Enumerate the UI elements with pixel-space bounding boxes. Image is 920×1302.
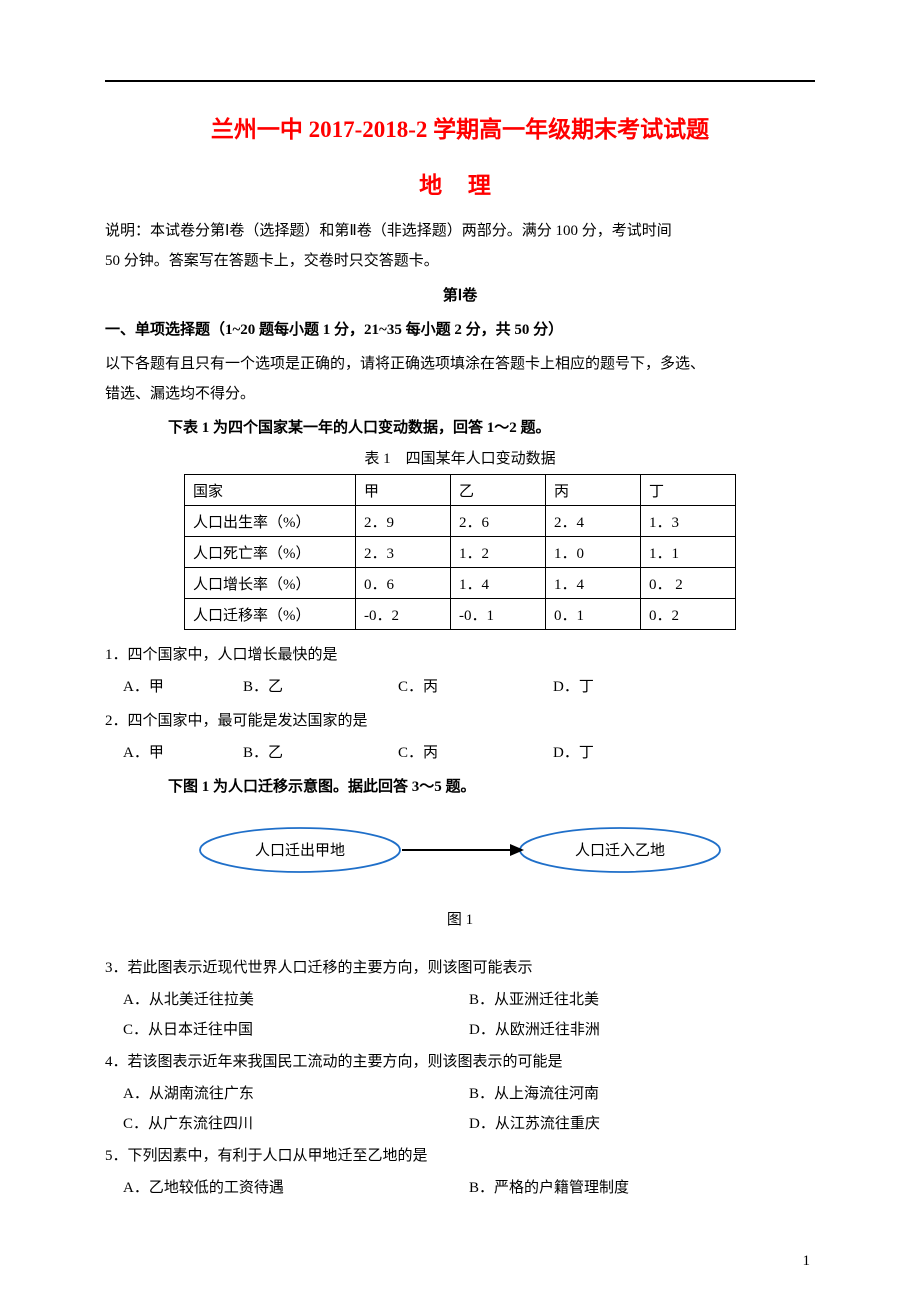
section-1-rule: 一、单项选择题（1~20 题每小题 1 分，21~35 每小题 2 分，共 50… (105, 315, 815, 345)
option: B．从上海流往河南 (469, 1079, 815, 1109)
option: C．从日本迁往中国 (123, 1015, 469, 1045)
table-1-cell: 1．1 (641, 537, 736, 568)
q5-options: A．乙地较低的工资待遇 B．严格的户籍管理制度 (105, 1173, 815, 1203)
table-1-cell: 2．4 (546, 506, 641, 537)
exam-title-sub: 地 理 (105, 166, 815, 200)
option: B．乙 (243, 672, 398, 702)
table-1-cell: 1．0 (546, 537, 641, 568)
option: D．从江苏流往重庆 (469, 1109, 815, 1139)
table-1-cell: 1．4 (451, 568, 546, 599)
option: A．甲 (123, 738, 243, 768)
table-1-cell: 人口出生率（%） (185, 506, 356, 537)
q5-stem: 5．下列因素中，有利于人口从甲地迁至乙地的是 (105, 1141, 815, 1171)
option: C．丙 (398, 738, 553, 768)
q4-stem: 4．若该图表示近年来我国民工流动的主要方向，则该图表示的可能是 (105, 1047, 815, 1077)
option: D．从欧洲迁往非洲 (469, 1015, 815, 1045)
option: A．从北美迁往拉美 (123, 985, 469, 1015)
option: B．乙 (243, 738, 398, 768)
table-1: 国家甲乙丙丁人口出生率（%）2．92．62．41．3 人口死亡率（%）2．31．2… (184, 474, 736, 630)
q3-options: A．从北美迁往拉美C．从日本迁往中国 B．从亚洲迁往北美D．从欧洲迁往非洲 (105, 985, 815, 1045)
q4-options: A．从湖南流往广东C．从广东流往四川 B．从上海流往河南D．从江苏流往重庆 (105, 1079, 815, 1139)
table-1-cell: 1．4 (546, 568, 641, 599)
exam-page: 兰州一中 2017-2018-2 学期高一年级期末考试试题 地 理 说明：本试卷… (0, 0, 920, 1302)
top-rule (105, 80, 815, 82)
section-1-note-1: 以下各题有且只有一个选项是正确的，请将正确选项填涂在答题卡上相应的题号下，多选、 (105, 349, 815, 379)
option: D．丁 (553, 738, 633, 768)
table-1-cell: 2．6 (451, 506, 546, 537)
table-1-cell: 1．2 (451, 537, 546, 568)
table-1-cell: -0．1 (451, 599, 546, 630)
option: D．丁 (553, 672, 633, 702)
instructions-line-1: 说明：本试卷分第Ⅰ卷（选择题）和第Ⅱ卷（非选择题）两部分。满分 100 分，考试… (105, 216, 815, 246)
table-1-cell: 人口迁移率（%） (185, 599, 356, 630)
instructions-line-2: 50 分钟。答案写在答题卡上，交卷时只交答题卡。 (105, 246, 815, 276)
table-1-cell: 2．3 (356, 537, 451, 568)
option: A．从湖南流往广东 (123, 1079, 469, 1109)
option: A．乙地较低的工资待遇 (123, 1173, 469, 1203)
table-1-cell: 人口死亡率（%） (185, 537, 356, 568)
table-1-cell: 2．9 (356, 506, 451, 537)
table-1-cell: 1．3 (641, 506, 736, 537)
table-1-intro: 下表 1 为四个国家某一年的人口变动数据，回答 1～2 题。 (105, 413, 815, 443)
option: B．从亚洲迁往北美 (469, 985, 815, 1015)
q2-options: A．甲B．乙C．丙D．丁 (105, 738, 815, 768)
q1-stem: 1．四个国家中，人口增长最快的是 (105, 640, 815, 670)
table-1-header-cell: 丙 (546, 475, 641, 506)
table-1-header-cell: 甲 (356, 475, 451, 506)
figure-1-caption: 图 1 (105, 908, 815, 929)
fig1-right-label: 人口迁入乙地 (575, 842, 665, 859)
option: A．甲 (123, 672, 243, 702)
table-1-header-cell: 国家 (185, 475, 356, 506)
fig1-left-label: 人口迁出甲地 (255, 842, 345, 859)
option: B．严格的户籍管理制度 (469, 1173, 815, 1203)
table-1-cell: -0．2 (356, 599, 451, 630)
option: C．丙 (398, 672, 553, 702)
table-1-cell: 人口增长率（%） (185, 568, 356, 599)
table-1-header-cell: 乙 (451, 475, 546, 506)
exam-title-main: 兰州一中 2017-2018-2 学期高一年级期末考试试题 (105, 110, 815, 144)
figure-1-diagram: 人口迁出甲地 人口迁入乙地 图 1 (105, 810, 815, 929)
table-1-caption: 表 1 四国某年人口变动数据 (105, 447, 815, 468)
q3-stem: 3．若此图表示近现代世界人口迁移的主要方向，则该图可能表示 (105, 953, 815, 983)
option: C．从广东流往四川 (123, 1109, 469, 1139)
table-1-cell: 0． 2 (641, 568, 736, 599)
figure-1-intro: 下图 1 为人口迁移示意图。据此回答 3～5 题。 (105, 772, 815, 802)
section-1-heading: 第Ⅰ卷 (105, 284, 815, 305)
table-1-cell: 0．1 (546, 599, 641, 630)
table-1-cell: 0．2 (641, 599, 736, 630)
q2-stem: 2．四个国家中，最可能是发达国家的是 (105, 706, 815, 736)
table-1-header-cell: 丁 (641, 475, 736, 506)
q1-options: A．甲B．乙C．丙D．丁 (105, 672, 815, 702)
page-number: 1 (803, 1253, 811, 1270)
section-1-note-2: 错选、漏选均不得分。 (105, 379, 815, 409)
table-1-cell: 0．6 (356, 568, 451, 599)
